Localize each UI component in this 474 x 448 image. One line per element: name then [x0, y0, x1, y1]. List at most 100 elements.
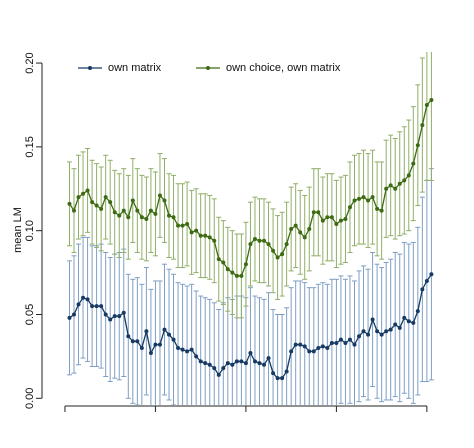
data-point [67, 201, 72, 206]
data-point [144, 329, 149, 334]
data-point [338, 337, 343, 342]
data-point [343, 340, 348, 345]
data-point [384, 186, 389, 191]
data-point [216, 257, 221, 262]
data-point [212, 366, 217, 371]
data-point [117, 213, 122, 218]
legend-label: own choice, own matrix [226, 62, 341, 74]
data-point [198, 359, 203, 364]
data-point [379, 332, 384, 337]
data-point [429, 272, 434, 277]
data-point [293, 342, 298, 347]
data-point [311, 210, 316, 215]
data-point [108, 317, 113, 322]
data-point [185, 221, 190, 226]
data-point [225, 267, 230, 272]
data-point [194, 354, 199, 359]
data-point [266, 356, 271, 361]
data-point [375, 329, 380, 334]
data-point [388, 327, 393, 332]
data-point [76, 302, 81, 307]
data-point [402, 178, 407, 183]
data-point [280, 252, 285, 257]
data-point [99, 304, 104, 309]
data-point [243, 262, 248, 267]
data-point [257, 361, 262, 366]
data-point [424, 102, 429, 107]
data-point [153, 342, 158, 347]
data-point [411, 320, 416, 325]
data-point [221, 260, 226, 265]
data-point [103, 195, 108, 200]
data-point [420, 287, 425, 292]
data-point [397, 181, 402, 186]
data-point [148, 208, 153, 213]
legend-marker [206, 66, 210, 70]
data-point [94, 203, 99, 208]
data-point [112, 314, 117, 319]
data-point [347, 337, 352, 342]
data-point [252, 359, 257, 364]
data-point [316, 210, 321, 215]
data-point [352, 342, 357, 347]
data-point [230, 270, 235, 275]
data-point [176, 223, 181, 228]
y-tick-label: 0.10 [24, 220, 36, 241]
data-point [347, 205, 352, 210]
data-point [72, 208, 77, 213]
data-point [239, 359, 244, 364]
data-point [262, 362, 267, 367]
data-point [284, 369, 289, 374]
data-point [284, 242, 289, 247]
data-point [415, 309, 420, 314]
data-point [67, 315, 72, 320]
data-point [429, 97, 434, 102]
data-point [266, 242, 271, 247]
data-point [248, 351, 253, 356]
data-point [302, 235, 307, 240]
data-point [275, 376, 280, 381]
data-point [325, 346, 330, 351]
data-point [393, 186, 398, 191]
data-point [103, 312, 108, 317]
y-tick-label: 0.15 [24, 136, 36, 157]
data-point [280, 376, 285, 381]
data-point [289, 227, 294, 232]
data-point [271, 248, 276, 253]
data-point [207, 235, 212, 240]
data-point [144, 216, 149, 221]
data-point [307, 227, 312, 232]
data-point [397, 325, 402, 330]
data-point [357, 196, 362, 201]
data-point [180, 347, 185, 352]
data-point [420, 123, 425, 128]
data-point [99, 206, 104, 211]
data-point [406, 319, 411, 324]
data-point [257, 238, 262, 243]
data-point [171, 215, 176, 220]
data-point [81, 191, 86, 196]
data-point [189, 230, 194, 235]
data-point [157, 342, 162, 347]
data-point [311, 349, 316, 354]
data-point [180, 223, 185, 228]
plot-area [66, 52, 434, 405]
data-point [239, 273, 244, 278]
data-point [361, 195, 366, 200]
data-point [302, 344, 307, 349]
data-point [357, 334, 362, 339]
data-point [194, 228, 199, 233]
data-point [320, 344, 325, 349]
data-point [108, 200, 113, 205]
data-point [126, 215, 131, 220]
data-point [406, 173, 411, 178]
data-point [424, 278, 429, 283]
data-point [130, 198, 135, 203]
data-point [139, 346, 144, 351]
data-point [207, 362, 212, 367]
data-point [411, 161, 416, 166]
data-point [212, 238, 217, 243]
data-point [85, 297, 90, 302]
data-point [185, 349, 190, 354]
data-point [388, 183, 393, 188]
